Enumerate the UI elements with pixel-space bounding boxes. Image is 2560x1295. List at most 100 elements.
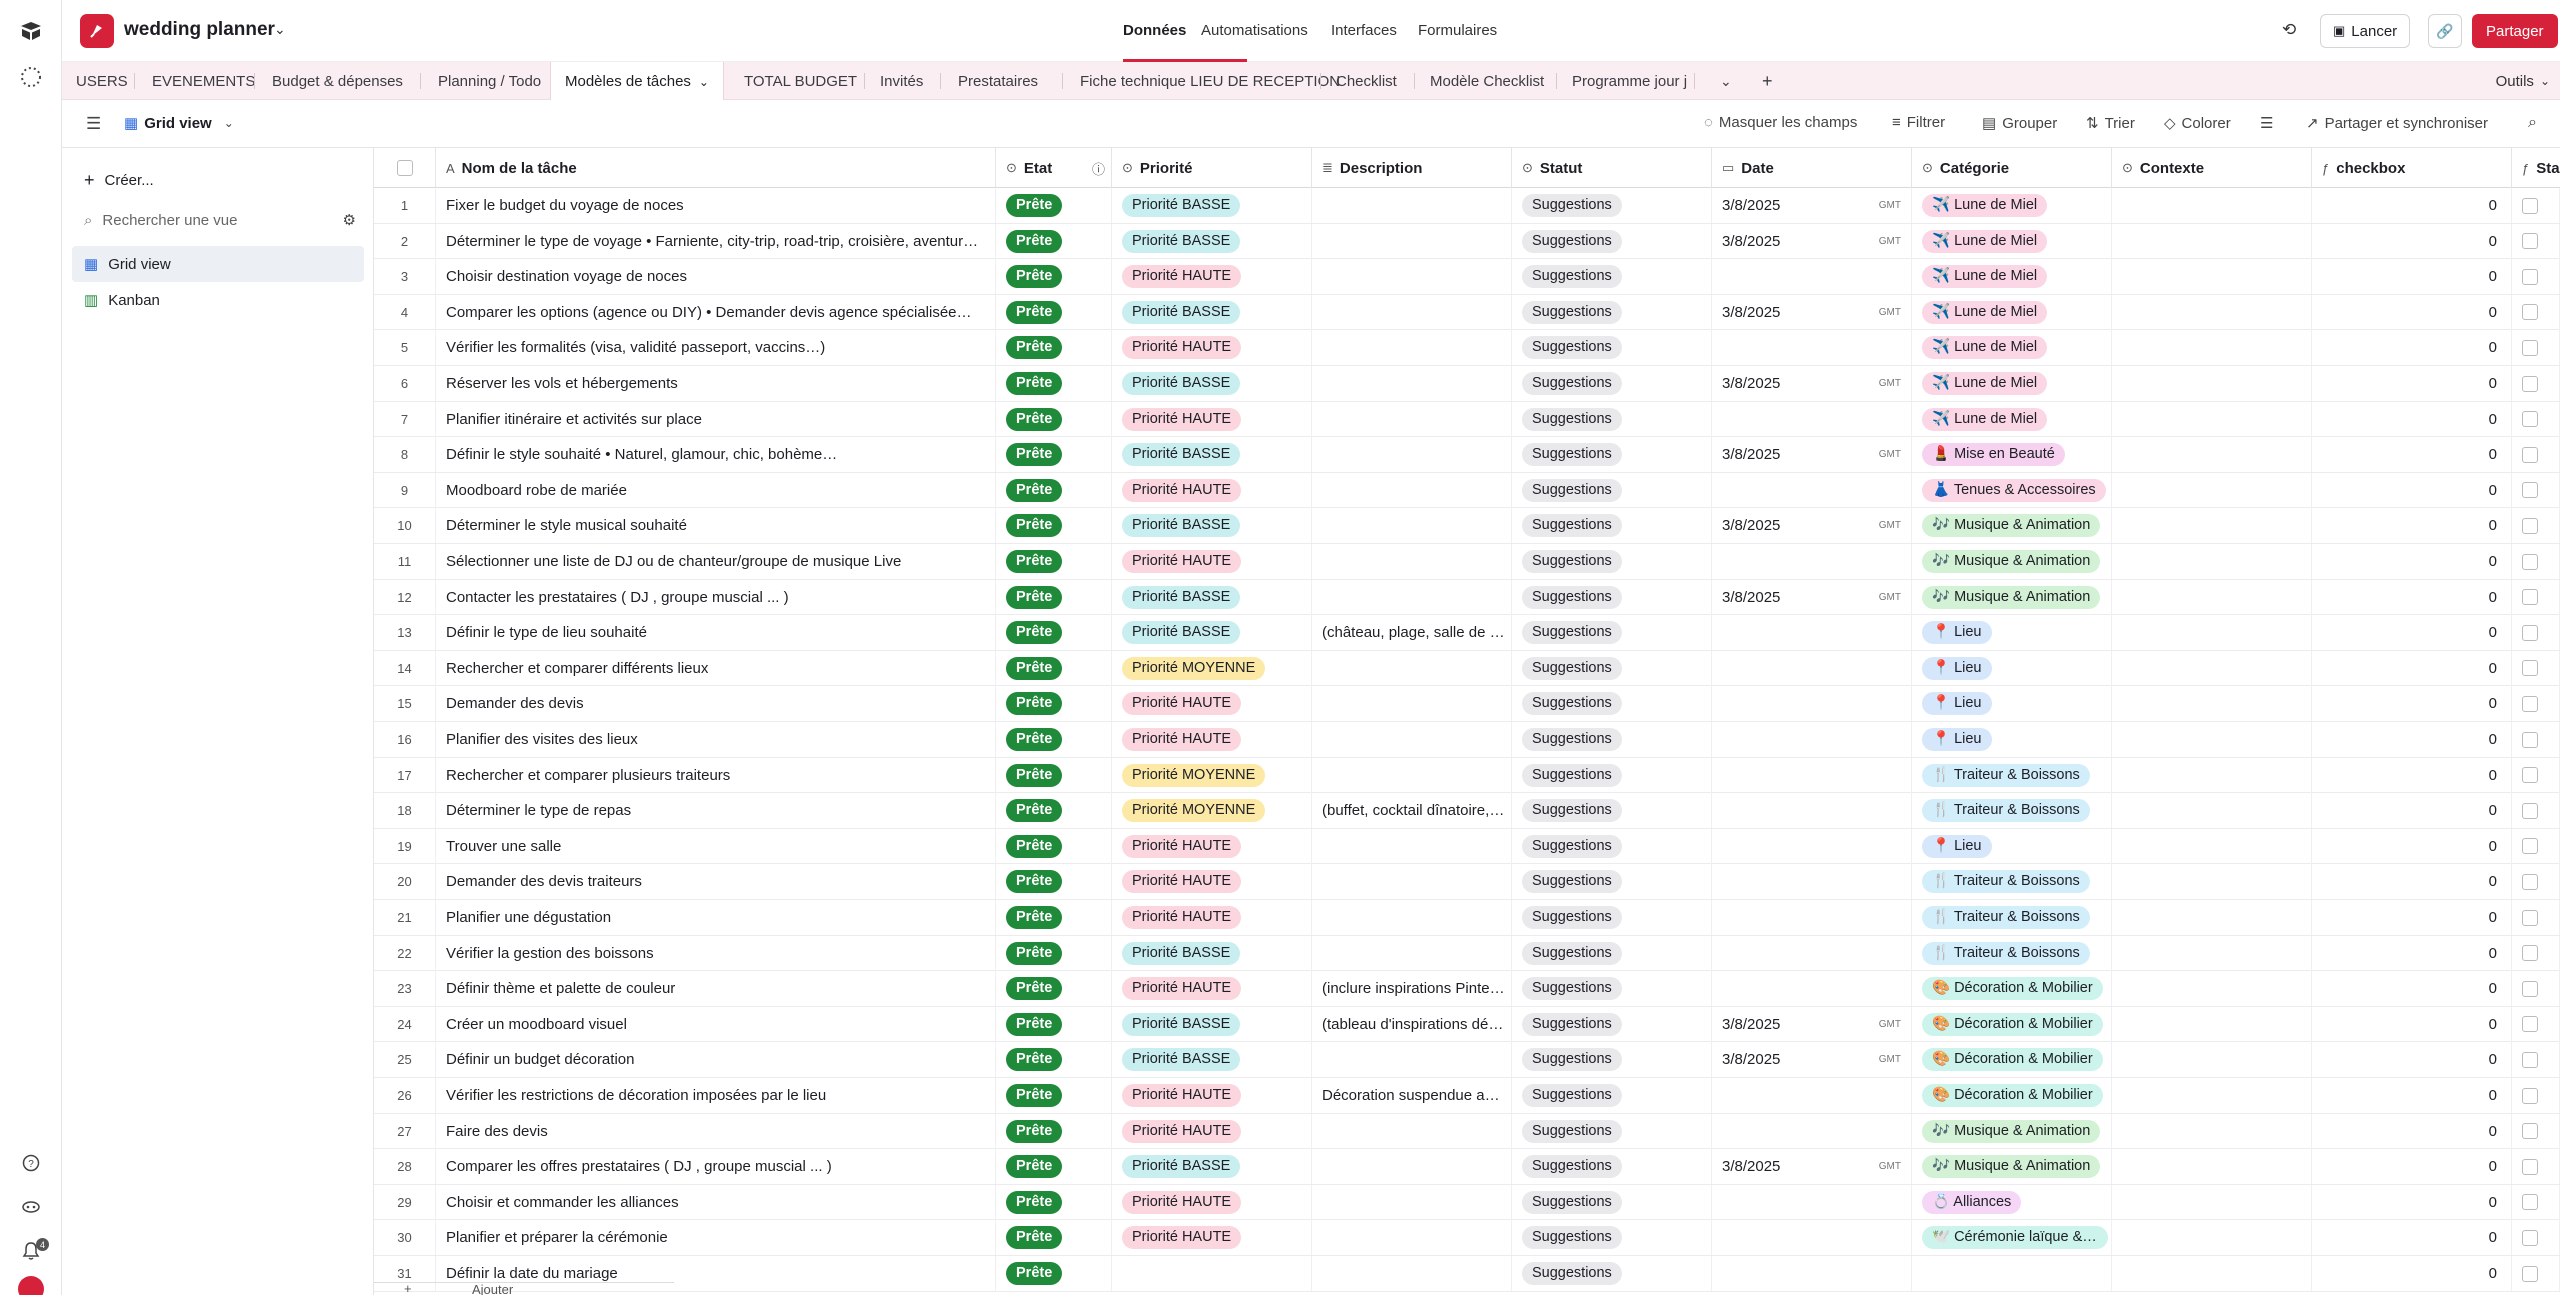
cell-priorite[interactable]: Priorité HAUTE	[1112, 259, 1312, 295]
cell-checkbox-formula[interactable]: 0	[2312, 722, 2512, 757]
cell-statut[interactable]: Suggestions	[1512, 1113, 1712, 1149]
cell-statut[interactable]: Suggestions	[1512, 935, 1712, 971]
next-column-checkbox[interactable]	[2522, 517, 2538, 534]
cell-date[interactable]: 3/8/2025 GMT	[1712, 366, 1912, 401]
cell-contexte[interactable]	[2112, 1113, 2312, 1149]
cell-description[interactable]	[1312, 722, 1512, 757]
cell-statut[interactable]: Suggestions	[1512, 1184, 1712, 1220]
cell-priorite[interactable]: Priorité HAUTE	[1112, 900, 1312, 935]
cell-contexte[interactable]	[2112, 971, 2312, 1007]
cell-priorite[interactable]: Priorité BASSE	[1112, 1149, 1312, 1185]
table-row[interactable]: 10 Déterminer le style musical souhaité Pr…	[374, 508, 2560, 544]
cell-description[interactable]	[1312, 544, 1512, 579]
cell-contexte[interactable]	[2112, 366, 2312, 401]
filter-button[interactable]: ≡ Filtrer	[1892, 114, 1945, 131]
cell-task-name[interactable]: Demander des devis	[436, 686, 996, 722]
cell-next-column[interactable]	[2512, 1184, 2560, 1220]
cell-contexte[interactable]	[2112, 223, 2312, 259]
cell-etat[interactable]: Prête	[996, 1256, 1112, 1291]
cell-description[interactable]	[1312, 1042, 1512, 1078]
table-row[interactable]: 24 Créer un moodboard visuel Prête Priorité…	[374, 1006, 2560, 1043]
cell-task-name[interactable]: Rechercher et comparer différents lieux	[436, 650, 996, 686]
cell-date[interactable]	[1712, 615, 1912, 651]
cell-etat[interactable]: Prête	[996, 1113, 1112, 1149]
cell-contexte[interactable]	[2112, 1256, 2312, 1291]
cell-task-name[interactable]: Moodboard robe de mariée	[436, 472, 996, 508]
cell-checkbox-formula[interactable]: 0	[2312, 1042, 2512, 1078]
cell-categorie[interactable]: 🎶 Musique & Animation	[1912, 1149, 2112, 1185]
cell-task-name[interactable]: Vérifier les restrictions de décoration …	[436, 1078, 996, 1113]
cell-checkbox-formula[interactable]: 0	[2312, 366, 2512, 401]
cell-next-column[interactable]	[2512, 294, 2560, 330]
tools-menu[interactable]: Outils ⌄	[2496, 62, 2550, 100]
cell-task-name[interactable]: Définir le style souhaité • Naturel, gla…	[436, 437, 996, 473]
cell-statut[interactable]: Suggestions	[1512, 1006, 1712, 1042]
table-row[interactable]: 8 Définir le style souhaité • Naturel, gl…	[374, 437, 2560, 473]
cell-description[interactable]	[1312, 188, 1512, 223]
column-header-contexte[interactable]: ⊙ Contexte	[2112, 148, 2312, 188]
tab-planning-todo[interactable]: Planning / Todo	[438, 72, 542, 90]
next-column-checkbox[interactable]	[2522, 411, 2538, 428]
next-column-checkbox[interactable]	[2522, 482, 2538, 499]
create-view-button[interactable]: + Créer...	[72, 162, 364, 198]
cell-contexte[interactable]	[2112, 1149, 2312, 1185]
community-icon[interactable]	[0, 1196, 62, 1218]
cell-contexte[interactable]	[2112, 401, 2312, 437]
cell-priorite[interactable]: Priorité HAUTE	[1112, 401, 1312, 437]
cell-checkbox-formula[interactable]: 0	[2312, 650, 2512, 686]
cell-description[interactable]	[1312, 828, 1512, 864]
account-avatar[interactable]	[0, 1275, 62, 1295]
cell-priorite[interactable]: Priorité BASSE	[1112, 615, 1312, 651]
cell-statut[interactable]: Suggestions	[1512, 828, 1712, 864]
cell-contexte[interactable]	[2112, 900, 2312, 935]
cell-statut[interactable]: Suggestions	[1512, 722, 1712, 757]
cell-categorie[interactable]: ✈️ Lune de Miel	[1912, 223, 2112, 259]
cell-task-name[interactable]: Demander des devis traiteurs	[436, 864, 996, 900]
cell-next-column[interactable]	[2512, 508, 2560, 544]
next-column-checkbox[interactable]	[2522, 1194, 2538, 1211]
cell-date[interactable]	[1712, 650, 1912, 686]
launch-button[interactable]: ▣ Lancer	[2320, 14, 2411, 48]
cell-contexte[interactable]	[2112, 1184, 2312, 1220]
share-button[interactable]: Partager	[2472, 14, 2558, 48]
cell-etat[interactable]: Prête	[996, 971, 1112, 1007]
cell-checkbox-formula[interactable]: 0	[2312, 900, 2512, 935]
cell-description[interactable]	[1312, 686, 1512, 722]
cell-description[interactable]	[1312, 579, 1512, 615]
cell-description[interactable]: (buffet, cocktail dînatoire, repas assis…	[1312, 793, 1512, 829]
cell-contexte[interactable]	[2112, 1006, 2312, 1042]
table-row[interactable]: 20 Demander des devis traiteurs Prête Prior…	[374, 864, 2560, 900]
plus-icon[interactable]: +	[404, 1281, 412, 1295]
next-column-checkbox[interactable]	[2522, 1087, 2538, 1104]
cell-etat[interactable]: Prête	[996, 1220, 1112, 1256]
cell-etat[interactable]: Prête	[996, 1184, 1112, 1220]
cell-description[interactable]	[1312, 330, 1512, 366]
cell-categorie[interactable]: 🍴 Traiteur & Boissons	[1912, 935, 2112, 971]
cell-contexte[interactable]	[2112, 686, 2312, 722]
cell-contexte[interactable]	[2112, 757, 2312, 793]
cell-task-name[interactable]: Réserver les vols et hébergements	[436, 366, 996, 401]
column-header-next[interactable]: ƒ Sta	[2512, 148, 2560, 188]
cell-etat[interactable]: Prête	[996, 722, 1112, 757]
cell-etat[interactable]: Prête	[996, 864, 1112, 900]
column-header-priorite[interactable]: ⊙ Priorité	[1112, 148, 1312, 188]
cell-priorite[interactable]: Priorité HAUTE	[1112, 686, 1312, 722]
cell-checkbox-formula[interactable]: 0	[2312, 757, 2512, 793]
tab-invites[interactable]: Invités	[880, 72, 924, 90]
table-row[interactable]: 15 Demander des devis Prête Priorité HAUTE S…	[374, 686, 2560, 722]
cell-priorite[interactable]	[1112, 1256, 1312, 1291]
cell-statut[interactable]: Suggestions	[1512, 472, 1712, 508]
next-column-checkbox[interactable]	[2522, 802, 2538, 819]
cell-task-name[interactable]: Faire des devis	[436, 1113, 996, 1149]
airtable-home-icon[interactable]	[0, 18, 62, 44]
cell-categorie[interactable]: 🎨 Décoration & Mobilier	[1912, 971, 2112, 1007]
cell-checkbox-formula[interactable]: 0	[2312, 1006, 2512, 1042]
cell-next-column[interactable]	[2512, 864, 2560, 900]
cell-description[interactable]	[1312, 1256, 1512, 1291]
cell-priorite[interactable]: Priorité HAUTE	[1112, 722, 1312, 757]
cell-next-column[interactable]	[2512, 615, 2560, 651]
table-row[interactable]: 31 Définir la date du mariage Prête Suggest…	[374, 1256, 2560, 1292]
next-column-checkbox[interactable]	[2522, 446, 2538, 463]
cell-categorie[interactable]	[1912, 1256, 2112, 1291]
cell-categorie[interactable]: ✈️ Lune de Miel	[1912, 259, 2112, 295]
